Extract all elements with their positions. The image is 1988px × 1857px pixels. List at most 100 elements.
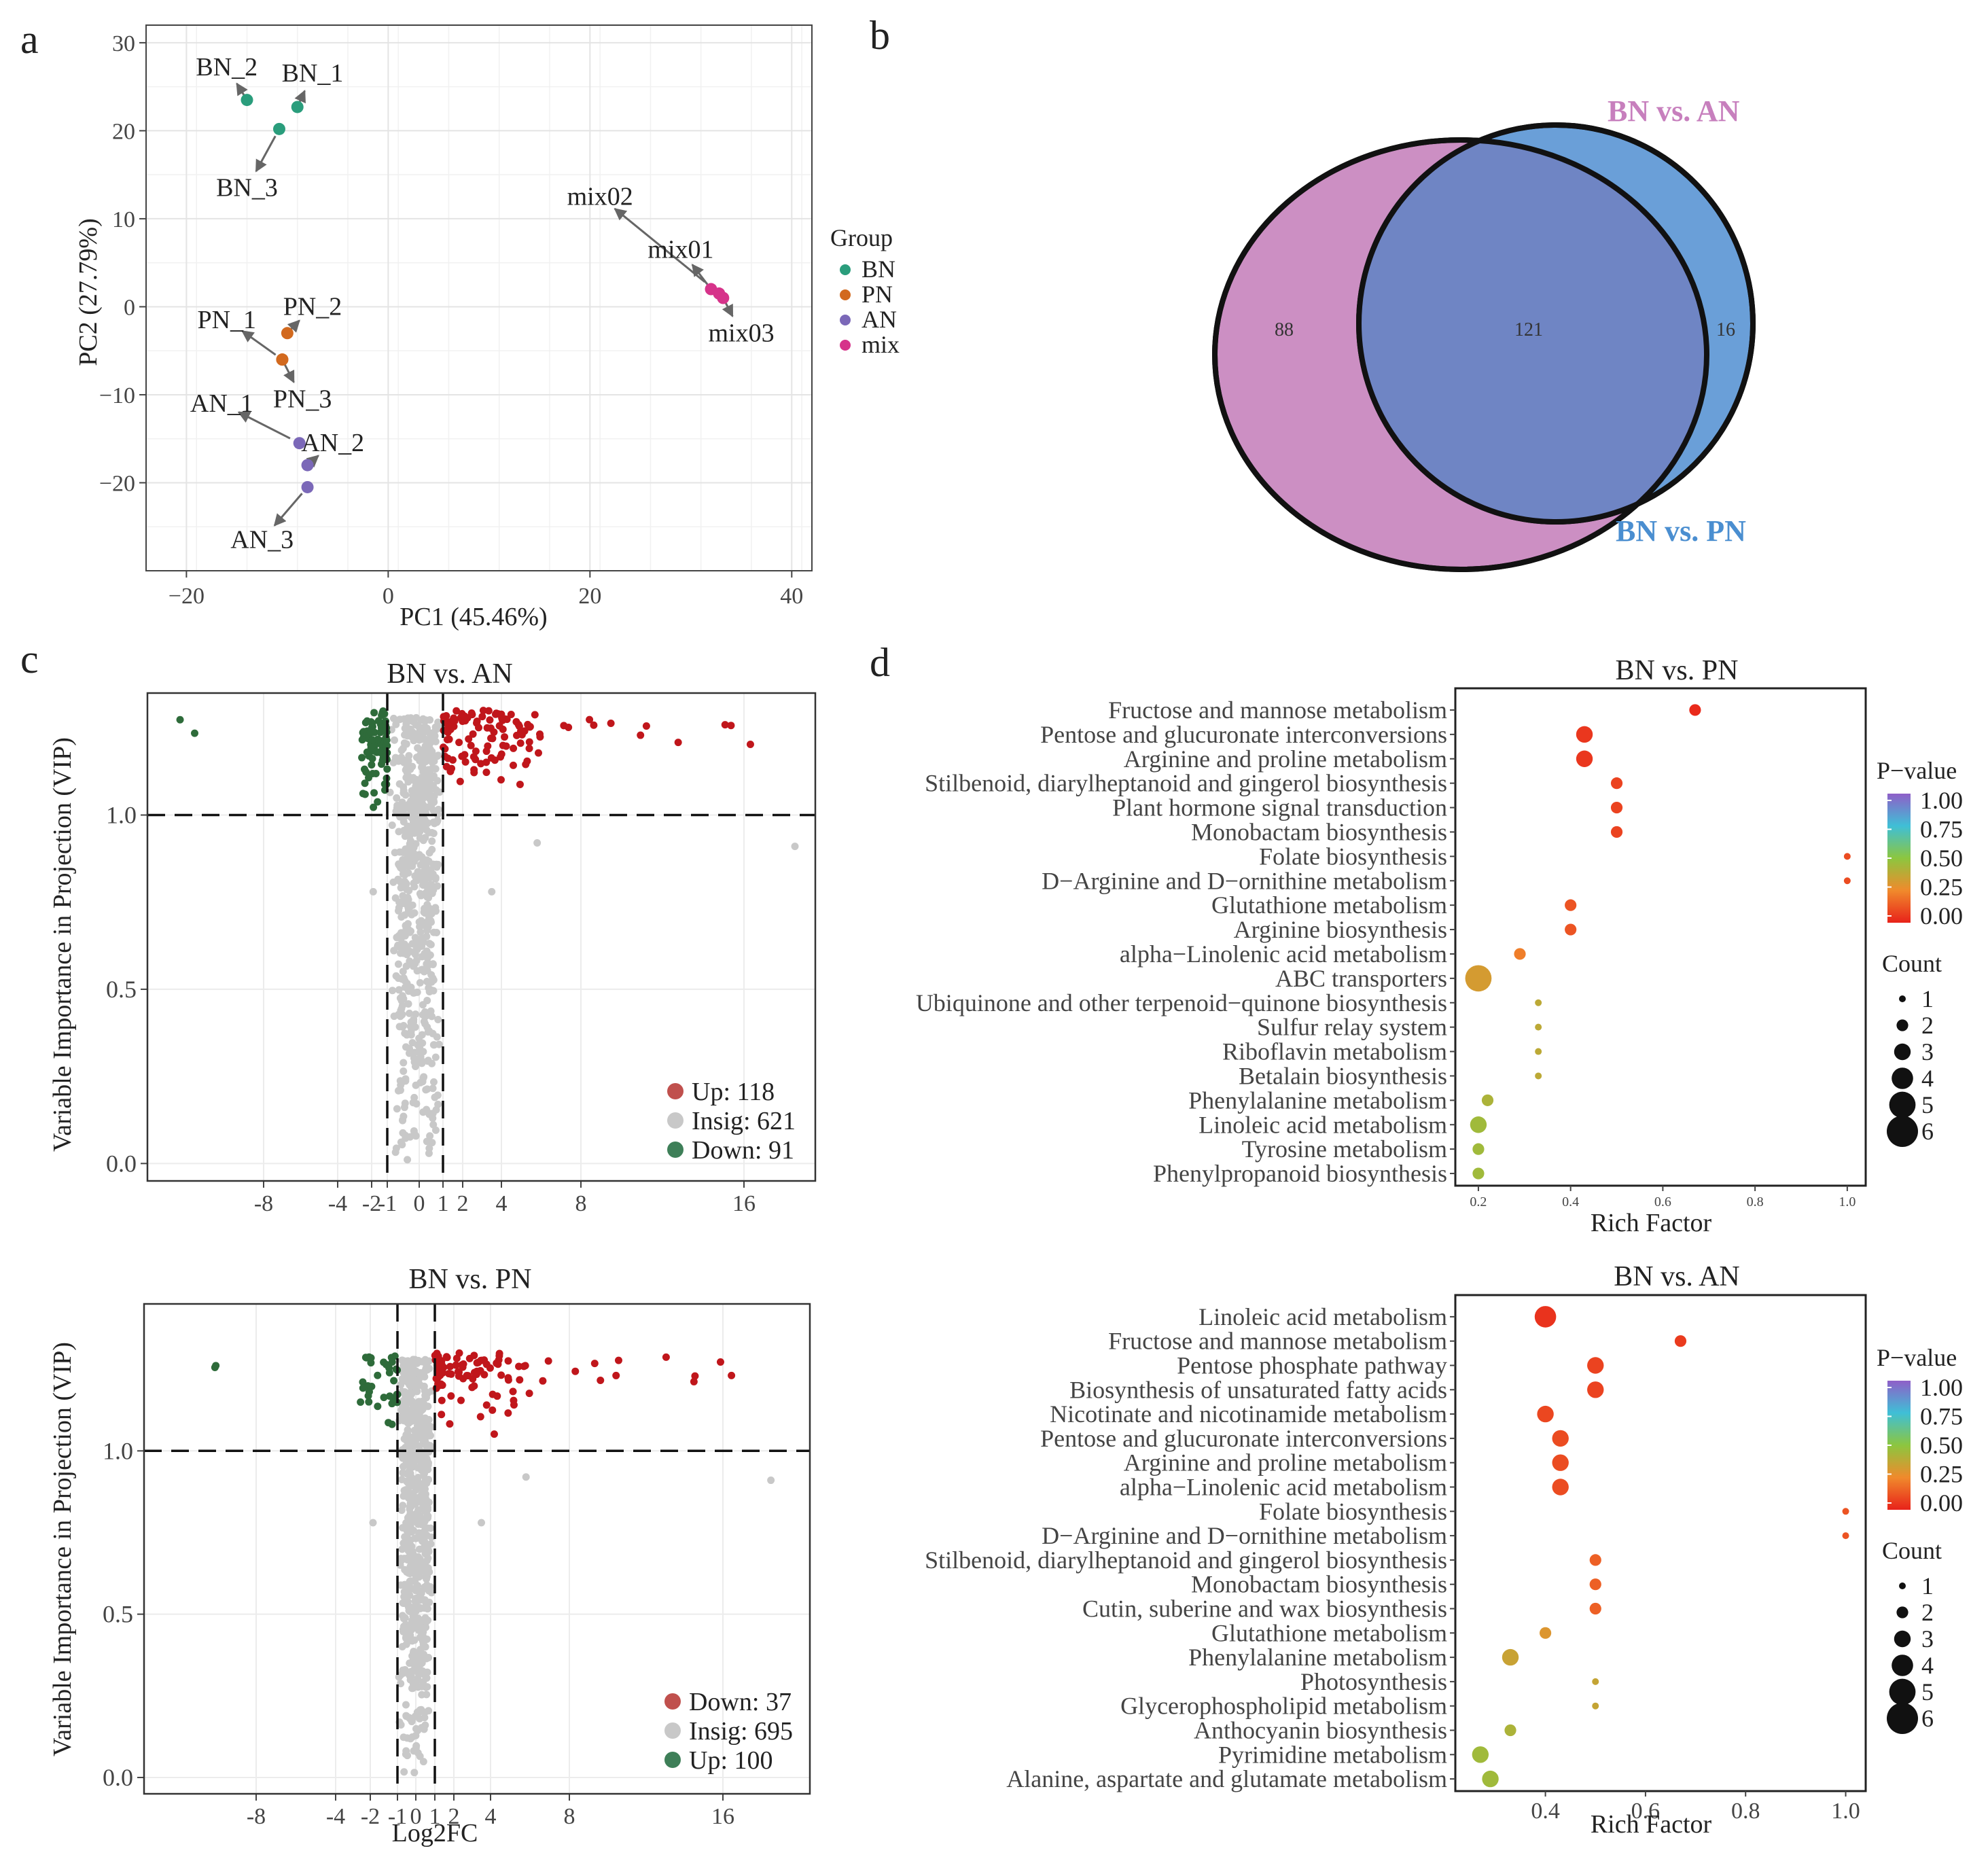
volcano-point-insig — [429, 829, 438, 837]
volcano-point-insig — [397, 940, 406, 948]
kegg-pathway-label-sulfur-relay-system: Sulfur relay system — [1257, 1014, 1447, 1041]
volcano-point-up — [456, 777, 464, 785]
volcano2-xlabel: Log2FC — [392, 1819, 478, 1847]
volcano-point-insig — [400, 1021, 408, 1029]
pca-label-arrow — [722, 302, 734, 318]
volcano-point-up — [504, 1357, 512, 1365]
volcano-point-insig — [414, 1593, 423, 1602]
kegg-pathway-label-riboflavin-metabolism: Riboflavin metabolism — [1222, 1038, 1447, 1065]
kegg-size-swatch — [1887, 1116, 1918, 1147]
volcano-point-insig — [402, 720, 410, 728]
volcano-point-insig — [409, 1612, 417, 1621]
volcano-point-insig — [424, 918, 432, 926]
volcano-point-insig — [406, 928, 414, 936]
kegg-pathway-label-arginine-and-proline-metabolism: Arginine and proline metabolism — [1124, 745, 1447, 773]
volcano-legend-label-insig-695: Insig: 695 — [689, 1717, 793, 1746]
volcano-point-up — [486, 716, 494, 724]
kegg-colorbar-title: P−value — [1877, 757, 1957, 784]
kegg-bubble-alpha-linolenic-acid-metabolism — [1552, 1479, 1569, 1496]
volcano-point-insig — [410, 1054, 418, 1062]
volcano-point-insig — [407, 714, 415, 722]
volcano-point-down — [372, 769, 380, 777]
volcano-point-down — [370, 709, 378, 717]
kegg-size-label: 2 — [1921, 1599, 1934, 1626]
kegg-size-swatch — [1896, 1606, 1909, 1619]
panel-letter-c: c — [20, 637, 39, 682]
volcano-point-down — [176, 715, 184, 724]
volcano-point-up — [444, 721, 452, 729]
kegg-bubble-anthocyanin-biosynthesis — [1504, 1724, 1516, 1737]
pca-ytick-label: −20 — [99, 471, 135, 496]
volcano-point-insig — [418, 1587, 426, 1595]
volcano-point-down — [374, 798, 382, 806]
volcano-point-insig — [404, 1461, 412, 1469]
volcano-point-insig — [397, 1081, 405, 1089]
volcano-point-insig — [533, 839, 542, 847]
volcano-point-up — [495, 722, 503, 730]
volcano-point-up — [521, 1362, 529, 1370]
volcano-point-down — [382, 1360, 390, 1368]
pca-ytick-label: −10 — [99, 383, 135, 408]
volcano-point-insig — [419, 1537, 427, 1545]
volcano-point-insig — [415, 1625, 423, 1633]
venn-label-bn-vs-pn: BN vs. PN — [1616, 514, 1746, 548]
pca-point-label-bn-1: BN_1 — [282, 59, 344, 88]
volcano-point-insig — [416, 861, 425, 869]
volcano-point-down — [370, 803, 378, 811]
volcano-point-insig — [392, 720, 400, 728]
volcano-point-up — [487, 754, 495, 762]
volcano-point-insig — [430, 798, 438, 807]
kegg-pathway-label-betalain-biosynthesis: Betalain biosynthesis — [1239, 1062, 1447, 1089]
kegg-colorbar-label: 0.25 — [1920, 874, 1963, 901]
volcano-point-up — [449, 715, 457, 724]
volcano-point-insig — [400, 1593, 408, 1601]
volcano-point-insig — [412, 1099, 421, 1108]
kegg-size-swatch — [1899, 995, 1906, 1002]
volcano-point-up — [490, 1430, 498, 1438]
volcano-point-insig — [404, 777, 412, 785]
volcano-xtick-label: 2 — [448, 1804, 460, 1829]
volcano-point-insig — [398, 1545, 406, 1553]
volcano-point-insig — [427, 1524, 435, 1532]
volcano-point-insig — [408, 1473, 416, 1481]
volcano-point-insig — [402, 880, 410, 888]
volcano-point-insig — [413, 988, 421, 996]
kegg-bubble-pyrimidine-metabolism — [1472, 1746, 1489, 1763]
volcano-point-insig — [398, 975, 406, 983]
volcano-point-insig — [432, 860, 440, 868]
volcano-point-insig — [406, 1439, 414, 1447]
panel-letter-b: b — [870, 13, 890, 58]
pca-legend-item-pn: PN — [840, 281, 893, 308]
volcano-point-insig — [398, 992, 406, 1000]
kegg-bubble-betalain-biosynthesis — [1535, 1072, 1542, 1080]
kegg-pathway-label-pentose-and-glucuronate-interconversions: Pentose and glucuronate interconversions — [1040, 1425, 1447, 1452]
volcano-point-insig — [427, 735, 436, 743]
volcano-point-insig — [429, 987, 438, 995]
volcano-point-up — [534, 749, 542, 757]
panel-letter-d: d — [870, 640, 890, 685]
volcano-point-insig — [419, 1758, 427, 1766]
volcano-point-insig — [421, 1529, 429, 1537]
volcano-point-down — [368, 754, 376, 762]
volcano-point-insig — [404, 1492, 412, 1500]
kegg-bubble-sulfur-relay-system — [1535, 1023, 1542, 1031]
volcano-point-up — [482, 758, 491, 766]
kegg-pathway-label-phenylalanine-metabolism: Phenylalanine metabolism — [1188, 1086, 1447, 1114]
volcano-point-up — [458, 752, 466, 760]
pca-point-an-1 — [293, 437, 306, 450]
volcano-point-insig — [425, 1357, 433, 1365]
volcano-point-insig — [401, 1566, 409, 1574]
volcano-xtick-label: 0 — [414, 1191, 425, 1216]
kegg-bubble-stilbenoid-diarylheptanoid-and-gingerol-biosynthesis — [1589, 1554, 1601, 1566]
pca-label-arrow — [294, 90, 306, 104]
pca-chart: −20 0 20 40 30 20 10 0 −10 −20 BN_1 BN_2 BN_3 PN_1 PN_… — [99, 24, 813, 609]
volcano-point-up — [476, 1366, 484, 1375]
kegg-size-swatch — [1889, 1091, 1916, 1118]
volcano-point-insig — [418, 853, 426, 861]
volcano-point-down — [361, 1354, 370, 1362]
volcano-xtick-label: 16 — [711, 1804, 734, 1829]
kegg-pathway-label-monobactam-biosynthesis: Monobactam biosynthesis — [1191, 818, 1447, 845]
volcano-point-insig — [423, 996, 431, 1004]
